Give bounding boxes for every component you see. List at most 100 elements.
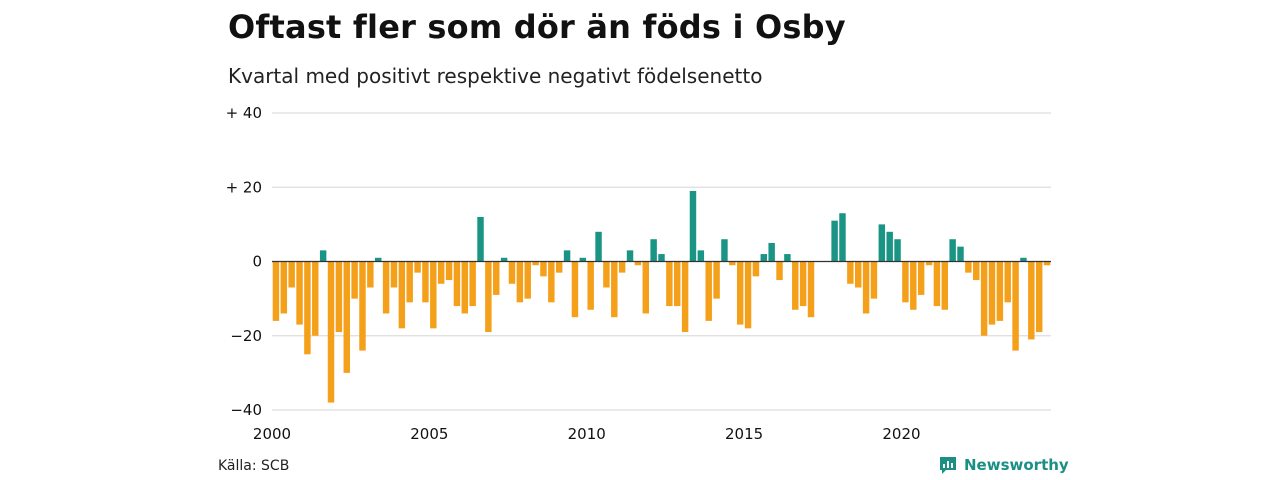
bar bbox=[965, 261, 972, 273]
brand-name: Newsworthy bbox=[964, 456, 1069, 474]
bar bbox=[666, 261, 673, 307]
bar bbox=[839, 213, 846, 262]
brand-logo: Newsworthy bbox=[938, 455, 1069, 475]
bar bbox=[351, 261, 358, 299]
bar bbox=[980, 261, 988, 336]
bar bbox=[296, 261, 303, 325]
bar bbox=[548, 261, 555, 303]
bar bbox=[776, 261, 783, 281]
bar bbox=[1035, 261, 1043, 333]
bar bbox=[729, 261, 736, 266]
bar bbox=[571, 261, 579, 318]
x-tick-label: 2000 bbox=[253, 425, 291, 443]
bar bbox=[862, 261, 870, 314]
x-tick-label: 2015 bbox=[725, 425, 763, 443]
bar bbox=[304, 261, 311, 355]
bar bbox=[611, 261, 618, 318]
bar bbox=[595, 231, 602, 262]
bar bbox=[398, 261, 406, 329]
bar bbox=[319, 250, 327, 262]
bar bbox=[312, 261, 319, 336]
bar bbox=[508, 261, 516, 284]
bar bbox=[516, 261, 524, 303]
bar bbox=[540, 261, 547, 277]
bar bbox=[634, 261, 642, 266]
bar bbox=[854, 261, 862, 288]
y-tick-label: −40 bbox=[230, 401, 262, 419]
source-note: Källa: SCB bbox=[218, 458, 290, 474]
bar bbox=[288, 261, 295, 288]
bar bbox=[1012, 261, 1019, 351]
bar bbox=[760, 254, 768, 262]
bar bbox=[406, 261, 413, 303]
bar bbox=[910, 261, 917, 310]
bar bbox=[996, 261, 1004, 321]
newsworthy-icon bbox=[940, 457, 956, 474]
x-tick-label: 2020 bbox=[882, 425, 920, 443]
bar bbox=[988, 261, 996, 325]
bar bbox=[469, 261, 476, 307]
bar bbox=[603, 261, 610, 288]
bar bbox=[902, 261, 909, 303]
bar bbox=[949, 239, 956, 262]
bar bbox=[524, 261, 531, 299]
bar bbox=[933, 261, 941, 307]
bar bbox=[721, 239, 728, 262]
bar bbox=[831, 220, 838, 262]
bar bbox=[390, 261, 398, 288]
bar bbox=[799, 261, 807, 307]
y-tick-label: + 40 bbox=[226, 104, 262, 122]
bar bbox=[674, 261, 681, 307]
bar bbox=[807, 261, 815, 318]
bar bbox=[870, 261, 878, 299]
bar bbox=[957, 246, 964, 262]
bar bbox=[658, 254, 665, 262]
bar bbox=[1004, 261, 1011, 303]
bar bbox=[493, 261, 500, 295]
chart-subtitle: Kvartal med positivt respektive negativt… bbox=[228, 64, 763, 88]
bar bbox=[272, 261, 280, 321]
bar bbox=[563, 250, 571, 262]
bar bbox=[327, 261, 335, 403]
bar bbox=[642, 261, 649, 314]
bar bbox=[917, 261, 925, 295]
bar bbox=[878, 224, 886, 262]
y-tick-label: + 20 bbox=[226, 178, 262, 196]
bar bbox=[752, 261, 760, 277]
bar bbox=[579, 257, 587, 262]
bar bbox=[445, 261, 453, 281]
bar bbox=[792, 261, 799, 310]
bar bbox=[768, 242, 775, 262]
bar bbox=[941, 261, 948, 310]
bar bbox=[705, 261, 712, 321]
x-tick-label: 2005 bbox=[410, 425, 448, 443]
bar bbox=[626, 250, 634, 262]
y-tick-label: 0 bbox=[252, 253, 262, 271]
bar bbox=[784, 254, 791, 262]
bar-chart: + 40 + 20 0 −20 −40 2000 2005 2010 2015 2020 bbox=[226, 104, 1051, 443]
chart-title: Oftast fler som dör än föds i Osby bbox=[228, 8, 846, 46]
bar bbox=[485, 261, 492, 333]
bar bbox=[280, 261, 288, 314]
bar bbox=[744, 261, 752, 329]
bar bbox=[343, 261, 350, 373]
bar bbox=[650, 239, 657, 262]
bar bbox=[453, 261, 461, 307]
bar bbox=[367, 261, 374, 288]
bar bbox=[555, 261, 563, 273]
bar bbox=[587, 261, 594, 310]
bar bbox=[925, 261, 933, 266]
bar bbox=[335, 261, 343, 333]
bar bbox=[894, 239, 901, 262]
bar bbox=[681, 261, 689, 333]
bar bbox=[713, 261, 720, 299]
bar bbox=[375, 257, 382, 262]
bar bbox=[500, 257, 508, 262]
bar bbox=[430, 261, 437, 329]
bar bbox=[437, 261, 445, 284]
bar bbox=[736, 261, 744, 325]
bar bbox=[461, 261, 469, 314]
bar bbox=[697, 250, 705, 262]
bar bbox=[973, 261, 980, 281]
x-tick-label: 2010 bbox=[568, 425, 606, 443]
